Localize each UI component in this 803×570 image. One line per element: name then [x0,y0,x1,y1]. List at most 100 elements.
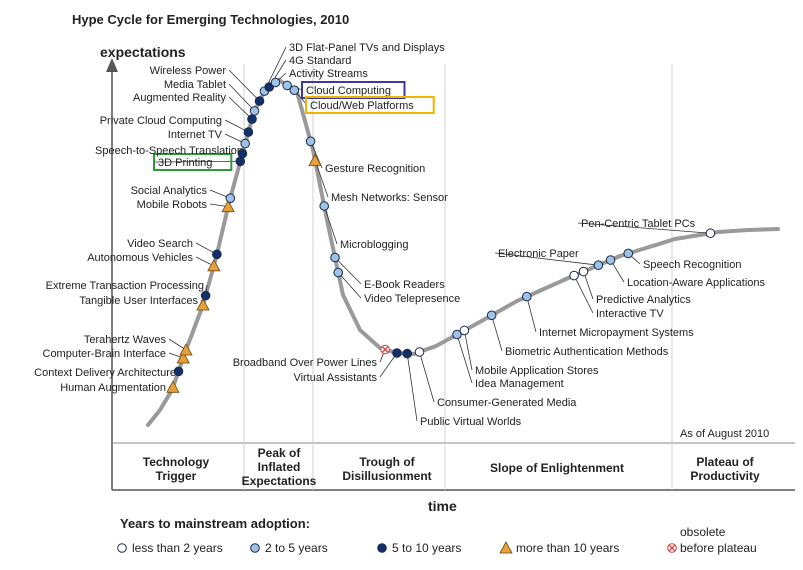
tech-tangible-user-interfaces-marker [196,298,210,311]
tech-highlight-3d-printing [153,153,233,171]
tech-tangible-user-interfaces: Tangible User Interfaces [79,295,210,311]
tech-gesture-recognition-marker [305,136,316,147]
tech-leader-public-virtual-worlds [406,353,418,422]
chart-title: Hype Cycle for Emerging Technologies, 20… [72,12,349,27]
tech-cloud-web-platforms-marker [289,85,300,95]
legend-items: less than 2 years 2 to 5 years 5 to 10 yea… [117,525,757,555]
tech-label-consumer-generated-media: Consumer-Generated Media [437,397,577,409]
phase-label-plateau: Plateau of Productivity [690,455,760,483]
tech-location-aware-applications-marker [605,255,616,265]
tech-predictive-analytics: Predictive Analytics [578,266,691,306]
tech-gesture-recognition: Gesture Recognition [305,136,425,175]
tech-leader-autonomous-vehicles [195,256,215,267]
tech-label-e-book-readers: E-Book Readers [364,279,445,291]
tech-electronic-paper-marker [593,260,604,271]
tech-speech-to-speech-translation-marker [237,148,248,159]
tech-public-virtual-worlds-marker [402,348,413,359]
tech-video-search: Video Search [127,238,222,260]
tech-label-interactive-tv: Interactive TV [596,308,664,320]
tech-leader-mobile-application-stores [463,330,473,371]
tech-cloud-computing: Cloud Computing [282,80,406,99]
tech-label-internet-tv: Internet TV [168,129,223,141]
tech-speech-recognition: Speech Recognition [623,248,741,271]
tech-autonomous-vehicles: Autonomous Vehicles [87,252,221,272]
tech-label-computer-brain-interface: Computer-Brain Interface [43,348,167,360]
tech-extreme-transaction-processing: Extreme Transaction Processing [46,280,211,301]
tech-leader-terahertz-waves [168,338,187,351]
tech-label-pen-centric-tablet-pcs: Pen-Centric Tablet PCs [581,218,696,230]
tech-video-search-marker [212,249,222,260]
tech-speech-recognition-marker [623,248,634,259]
tech-autonomous-vehicles-marker [207,258,221,272]
tech-computer-brain-interface-marker [176,351,190,364]
legend-5to10-marker [377,543,387,553]
tech-social-analytics-marker [225,193,236,203]
tech-label-gesture-recognition: Gesture Recognition [325,163,425,175]
tech-terahertz-waves: Terahertz Waves [84,334,193,356]
tech-label-location-aware-applications: Location-Aware Applications [627,277,765,289]
tech-terahertz-waves-marker [179,343,193,356]
tech-location-aware-applications: Location-Aware Applications [605,255,765,289]
tech-leader-virtual-assistants [379,352,398,378]
tech-private-cloud-computing-marker [243,127,254,137]
tech-label-private-cloud-computing: Private Cloud Computing [100,115,222,127]
tech-label-broadband-over-power-lines: Broadband Over Power Lines [233,357,378,369]
tech-interactive-tv-marker [569,270,579,281]
tech-mobile-robots-marker [221,199,235,213]
tech-label-extreme-transaction-processing: Extreme Transaction Processing [46,280,204,292]
tech-wireless-power-marker [254,96,265,106]
legend-label-obsolete-line2: before plateau [680,541,757,555]
tech-label-video-telepresence: Video Telepresence [364,293,460,305]
tech-label-tangible-user-interfaces: Tangible User Interfaces [79,295,198,307]
tech-leader-idea-management [456,334,473,384]
tech-video-telepresence: Video Telepresence [333,267,460,305]
legend-label-lt2: less than 2 years [132,541,223,555]
tech-human-augmentation-marker [166,380,180,393]
tech-label-speech-recognition: Speech Recognition [643,259,741,271]
as-of-label: As of August 2010 [680,428,769,440]
legend-label-2to5: 2 to 5 years [265,541,328,555]
tech-leader-predictive-analytics [583,271,594,300]
tech-context-delivery-architecture-marker [173,366,184,377]
tech-mobile-application-stores-marker [459,325,470,336]
tech-leader-augmented-reality [228,96,253,120]
tech-speech-to-speech-translation: Speech-to-Speech Translation [95,145,248,159]
tech-leader-e-book-readers [334,257,362,285]
tech-interactive-tv: Interactive TV [569,270,664,320]
tech-human-augmentation: Human Augmentation [60,380,180,394]
legend-item-obsolete: obsolete before plateau [667,525,757,555]
legend-label-gt10: more than 10 years [516,541,619,555]
tech-label-mobile-robots: Mobile Robots [137,199,208,211]
tech-e-book-readers: E-Book Readers [330,252,445,291]
legend-label-obsolete-line1: obsolete [680,525,726,539]
tech-virtual-assistants-marker [392,348,402,358]
tech-media-tablet-marker [249,106,260,116]
tech-augmented-reality: Augmented Reality [133,92,257,124]
tech-label-speech-to-speech-translation: Speech-to-Speech Translation [95,145,243,157]
tech-leader-internet-micropayment-systems [526,296,537,333]
tech-media-tablet: Media Tablet [164,79,260,116]
legend-title: Years to mainstream adoption: [120,516,310,531]
tech-social-analytics: Social Analytics [131,185,236,203]
tech-extreme-transaction-processing-marker [200,290,211,301]
tech-label-3d-printing: 3D Printing [158,157,212,169]
tech-label-electronic-paper: Electronic Paper [498,248,579,260]
phase-label-technology-trigger: Technology Trigger [143,455,210,483]
tech-label-autonomous-vehicles: Autonomous Vehicles [87,252,193,264]
tech-leader-pen-centric-tablet-pcs [577,222,711,234]
tech-consumer-generated-media-marker [414,347,425,357]
tech-electronic-paper: Electronic Paper [494,248,604,271]
legend: Years to mainstream adoption: less than … [117,516,757,555]
tech-leader-electronic-paper [494,252,599,266]
tech-pen-centric-tablet-pcs-marker [705,228,716,239]
legend-item-gt10: more than 10 years [499,541,619,555]
tech-label-4g-standard: 4G Standard [289,55,351,67]
tech-biometric-authentication-methods-marker [486,310,497,321]
tech-label-cloud-web-platforms: Cloud/Web Platforms [310,100,414,112]
tech-label-terahertz-waves: Terahertz Waves [84,334,167,346]
tech-leader-microblogging [323,205,338,245]
tech-idea-management-marker [452,329,462,340]
y-axis-title: expectations [100,44,186,60]
tech-internet-tv-marker [240,138,250,149]
